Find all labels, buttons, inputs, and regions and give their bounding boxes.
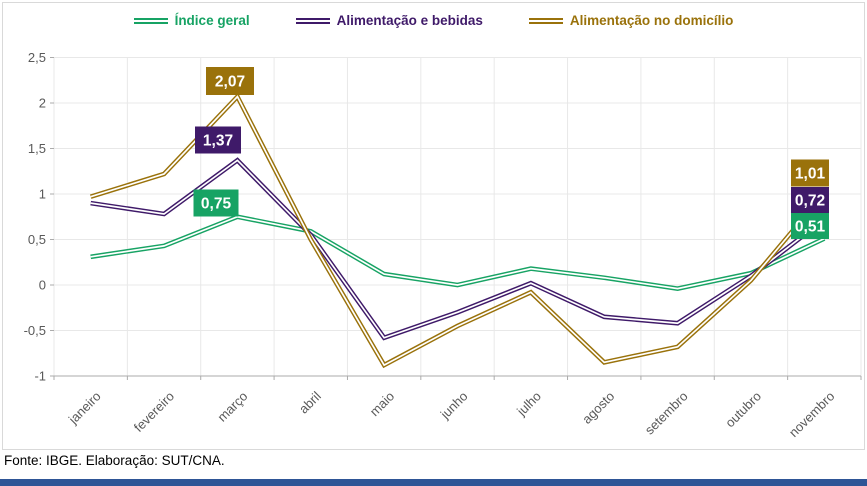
legend-label-indice-geral: Índice geral (174, 13, 250, 28)
svg-text:1,37: 1,37 (203, 133, 233, 150)
legend-item-alimentacao-domicilio: Alimentação no domicílio (528, 13, 734, 28)
svg-text:0,75: 0,75 (201, 196, 232, 213)
data-labels: 2,07 1,37 0,75 1,01 0,72 0,51 (193, 67, 829, 239)
legend-label-alimentacao-bebidas: Alimentação e bebidas (336, 13, 483, 28)
svg-text:julho: julho (513, 389, 544, 420)
legend-item-indice-geral: Índice geral (133, 13, 250, 28)
series-line-3 (90, 92, 827, 369)
legend-swatch-indice-geral-icon (133, 17, 168, 24)
series-line-2 (90, 157, 826, 341)
svg-text:0,72: 0,72 (795, 193, 825, 210)
svg-text:-0,5: -0,5 (24, 323, 46, 338)
axis-lines (50, 57, 862, 380)
svg-text:1,5: 1,5 (28, 141, 46, 156)
chart-frame (2, 2, 865, 450)
svg-text:1: 1 (39, 187, 46, 202)
svg-text:outubro: outubro (722, 389, 764, 431)
svg-text:janeiro: janeiro (65, 389, 104, 428)
gridlines (53, 57, 862, 377)
legend-label-alimentacao-domicilio: Alimentação no domicílio (569, 13, 734, 28)
legend-swatch-alimentacao-domicilio-icon (528, 17, 563, 24)
chart-legend: Índice geral Alimentação e bebidas Alime… (0, 13, 867, 28)
svg-text:0,5: 0,5 (28, 232, 46, 247)
legend-item-alimentacao-bebidas: Alimentação e bebidas (295, 13, 483, 28)
svg-text:0,51: 0,51 (795, 219, 826, 236)
svg-text:fevereiro: fevereiro (131, 389, 177, 435)
bottom-accent-bar (0, 479, 867, 486)
svg-text:março: março (214, 389, 250, 425)
svg-text:2,07: 2,07 (215, 74, 245, 91)
svg-text:agosto: agosto (579, 389, 617, 427)
svg-text:maio: maio (367, 389, 398, 420)
svg-text:2,5: 2,5 (28, 50, 46, 65)
svg-text:2: 2 (39, 96, 46, 111)
svg-text:junho: junho (437, 389, 471, 423)
svg-text:0: 0 (39, 278, 46, 293)
svg-text:novembro: novembro (786, 389, 837, 440)
series-line-1 (90, 214, 826, 291)
svg-text:abril: abril (296, 388, 324, 416)
svg-text:setembro: setembro (642, 389, 691, 438)
x-axis-category-labels: janeiro fevereiro março abril maio junho julho… (65, 388, 838, 440)
y-axis-tick-labels: 2,5 2 1,5 1 0,5 0 -0,5 -1 (24, 50, 46, 384)
line-chart: 2,5 2 1,5 1 0,5 0 -0,5 -1 janeiro fevereiro março a… (24, 50, 862, 440)
svg-text:1,01: 1,01 (795, 166, 826, 183)
svg-text:-1: -1 (34, 369, 46, 384)
source-note: Fonte: IBGE. Elaboração: SUT/CNA. (4, 453, 225, 468)
legend-swatch-alimentacao-bebidas-icon (295, 17, 330, 24)
